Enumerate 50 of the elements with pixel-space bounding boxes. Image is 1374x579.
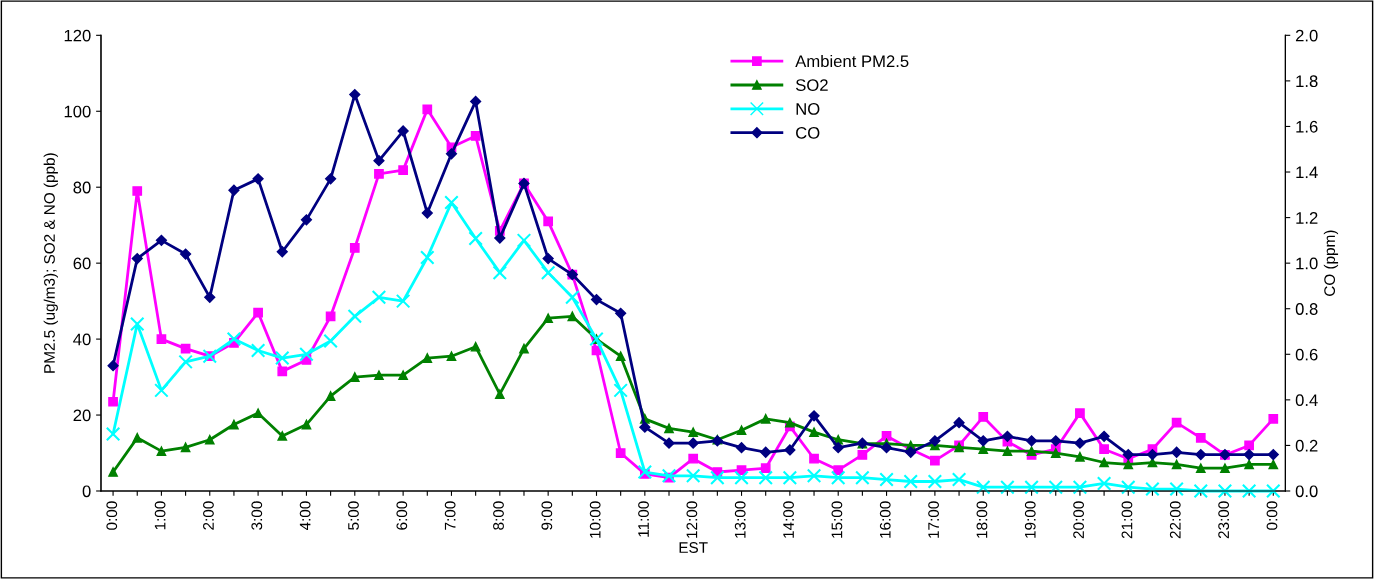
x-tick-label: 15:00	[831, 501, 843, 538]
x-tick-label: 22:00	[1169, 501, 1181, 539]
x-tick-label: 20:00	[1073, 501, 1085, 539]
y2-tick-label: 0.6	[1295, 348, 1318, 361]
x-tick-label: 19:00	[1024, 501, 1036, 538]
legend-label: SO2	[795, 79, 828, 91]
y-tick-label: 100	[64, 105, 91, 118]
x-tick-label: 23:00	[1218, 501, 1230, 539]
y-tick-label: 120	[64, 29, 91, 42]
x-tick-label: 9:00	[541, 501, 553, 530]
x-tick-label: 8:00	[493, 501, 504, 530]
x-tick-label: 5:00	[348, 501, 359, 530]
x-tick-label: 0:00	[106, 501, 118, 530]
x-tick-label: 12:00	[686, 501, 698, 538]
y2-tick-label: 0.8	[1295, 303, 1318, 315]
legend-label: Ambient PM2.5	[795, 54, 909, 68]
x-tick-label: 18:00	[976, 501, 988, 538]
legend-label: NO	[796, 103, 820, 115]
y2-tick-label: 1.0	[1296, 257, 1318, 270]
y2-tick-label: 0.2	[1295, 439, 1318, 452]
y-axis-title: PM2.5 (ug/m3); SO2 & NO (ppb)	[43, 153, 58, 373]
y-tick-label: 40	[73, 333, 91, 346]
x-tick-label: 0:00	[1266, 501, 1278, 530]
x-tick-label: 17:00	[928, 501, 939, 538]
y2-axis-title: CO (ppm)	[1323, 230, 1339, 296]
y2-tick-label: 1.2	[1296, 211, 1318, 224]
y2-tick-label: 2.0	[1295, 29, 1318, 42]
y2-tick-label: 0.4	[1295, 394, 1318, 407]
x-tick-label: 7:00	[444, 501, 456, 530]
x-tick-label: 4:00	[299, 501, 311, 531]
legend-label: CO	[796, 126, 820, 139]
x-tick-label: 21:00	[1121, 501, 1133, 539]
x-tick-label: 6:00	[396, 501, 408, 530]
x-tick-label: 11:00	[638, 501, 649, 537]
x-tick-label: 3:00	[251, 501, 263, 530]
x-tick-label: 16:00	[879, 501, 891, 538]
x-tick-label: 10:00	[589, 501, 601, 538]
y-tick-label: 60	[73, 257, 91, 270]
y2-tick-label: 1.4	[1296, 166, 1318, 179]
x-tick-label: 2:00	[203, 501, 214, 530]
y-tick-label: 20	[73, 409, 91, 422]
x-tick-label: 14:00	[783, 501, 794, 538]
y2-tick-label: 0.0	[1295, 485, 1318, 498]
x-tick-label: 13:00	[734, 501, 746, 538]
x-tick-label: 1:00	[154, 501, 166, 530]
x-axis-title: EST	[679, 542, 708, 553]
y-tick-label: 0	[82, 485, 91, 498]
y2-tick-label: 1.6	[1296, 120, 1318, 133]
y2-tick-label: 1.8	[1296, 75, 1318, 88]
y-tick-label: 80	[73, 181, 91, 194]
